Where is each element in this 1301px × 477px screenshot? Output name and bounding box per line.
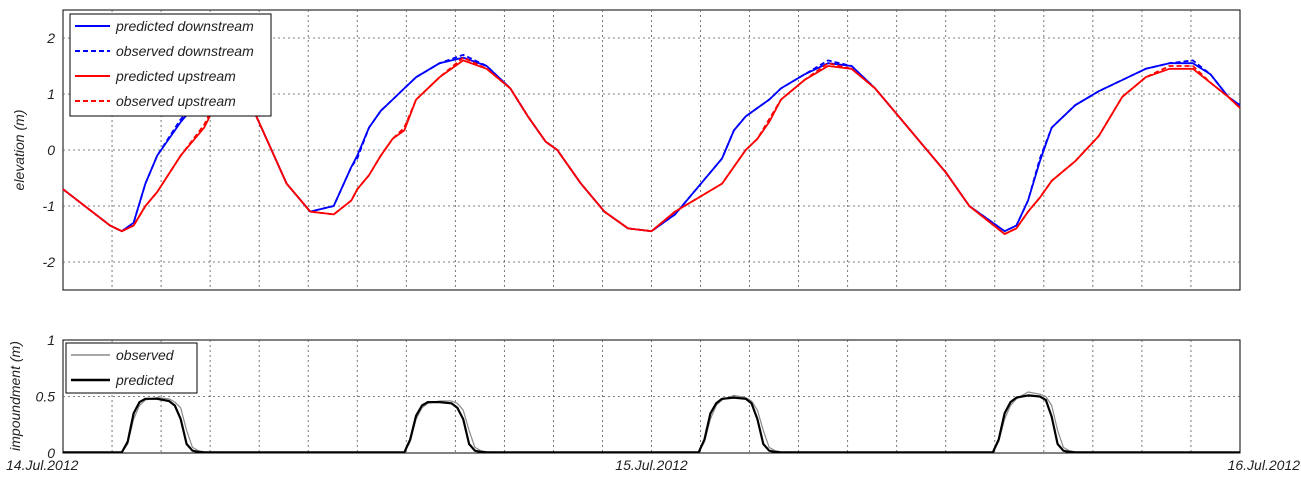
impoundment-series-group bbox=[63, 391, 1240, 454]
elevation-legend: predicted downstream observed downstream… bbox=[69, 13, 272, 117]
legend-label-predicted-downstream: predicted downstream bbox=[115, 18, 254, 34]
impoundment-x-ticks: 14.Jul.2012 15.Jul.2012 16.Jul.2012 bbox=[6, 457, 1300, 473]
impoundment-grid bbox=[63, 340, 1240, 453]
elevation-y-ticks: -2 -1 0 1 2 bbox=[43, 30, 56, 270]
impoundment-legend-box bbox=[65, 342, 198, 394]
elevation-plot: -2 -1 0 1 2 elevation (m) predicted downstre… bbox=[11, 9, 1241, 291]
elevation-legend-box bbox=[69, 13, 272, 117]
x-tick-label: 16.Jul.2012 bbox=[1228, 457, 1301, 473]
impoundment-y-axis-label: impoundment (m) bbox=[7, 341, 23, 451]
legend-label-predicted: predicted bbox=[115, 372, 175, 388]
x-tick-label: 14.Jul.2012 bbox=[6, 457, 79, 473]
legend-label-observed-downstream: observed downstream bbox=[116, 43, 254, 59]
series-line-predicted bbox=[63, 394, 1240, 454]
series-line-observed-upstream bbox=[62, 56, 1241, 235]
y-tick-label: -1 bbox=[43, 198, 55, 214]
y-tick-label: 1 bbox=[47, 332, 55, 348]
y-tick-label: 0 bbox=[47, 142, 55, 158]
y-tick-label: 1 bbox=[47, 86, 55, 102]
impoundment-legend: observed predicted bbox=[65, 342, 198, 394]
impoundment-plot: 00.51 14.Jul.2012 15.Jul.2012 16.Jul.2012 … bbox=[6, 332, 1300, 473]
y-tick-label: 0.5 bbox=[36, 389, 56, 405]
y-tick-label: -2 bbox=[43, 254, 56, 270]
legend-label-observed-upstream: observed upstream bbox=[116, 93, 236, 109]
elevation-series-group bbox=[62, 53, 1241, 235]
y-tick-label: 2 bbox=[46, 30, 55, 46]
legend-label-predicted-upstream: predicted upstream bbox=[115, 68, 236, 84]
impoundment-y-ticks: 00.51 bbox=[36, 332, 56, 461]
y-tick-label: 0 bbox=[47, 445, 55, 461]
elevation-y-axis-label: elevation (m) bbox=[11, 110, 27, 191]
x-tick-label: 15.Jul.2012 bbox=[615, 457, 688, 473]
legend-label-observed: observed bbox=[116, 347, 175, 363]
